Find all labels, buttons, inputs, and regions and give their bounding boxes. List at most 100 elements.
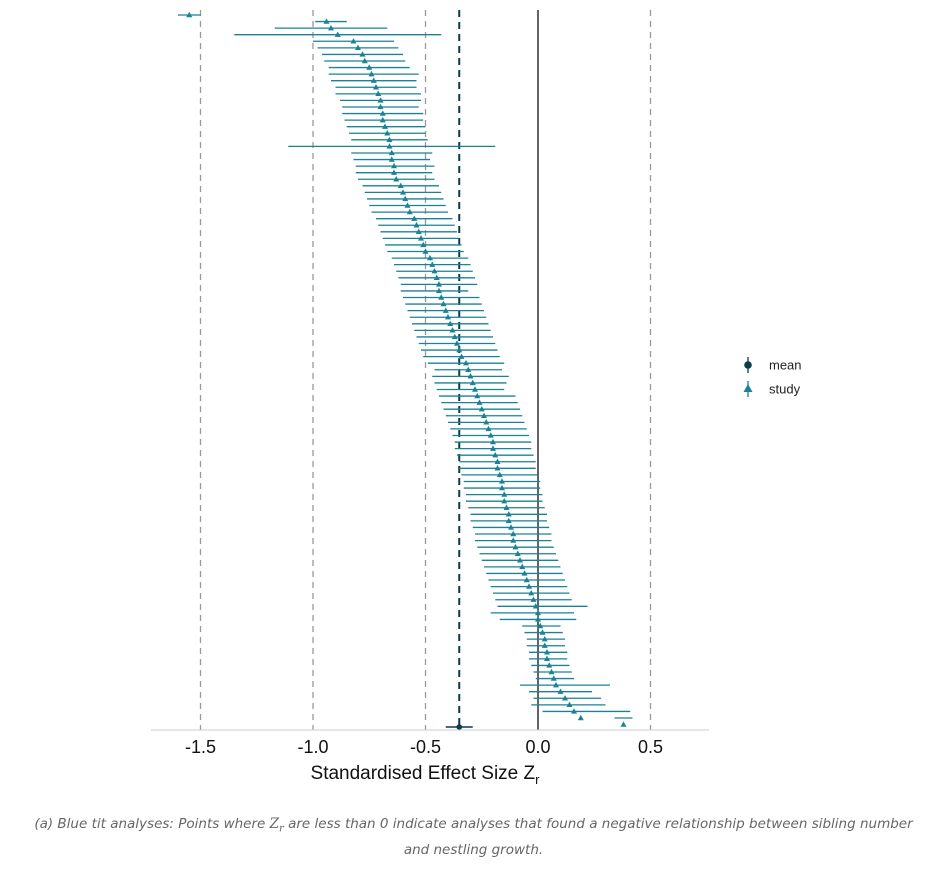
study-point	[620, 721, 627, 727]
study-point	[451, 333, 458, 340]
study-point	[523, 576, 530, 583]
study-point	[391, 169, 397, 175]
study-point	[456, 346, 463, 353]
legend: mean study	[743, 357, 802, 397]
study-point	[418, 235, 424, 241]
study-point	[458, 353, 465, 359]
study-point	[512, 543, 519, 550]
study-point	[433, 274, 440, 280]
study-point	[366, 64, 373, 70]
study-point	[404, 202, 411, 208]
study-point	[440, 300, 447, 307]
study-point	[429, 261, 436, 267]
study-point	[496, 471, 503, 478]
x-axis-title: Standardised Effect Size Zr	[311, 763, 541, 787]
study-point	[447, 320, 454, 326]
study-point	[323, 18, 330, 24]
study-point	[370, 77, 377, 83]
study-point	[499, 484, 505, 491]
study-point	[514, 550, 521, 556]
forest-plot: -1.5 -1.0 -0.5 0.0 0.5 Standardised Effect S…	[151, 10, 802, 787]
study-point	[474, 392, 481, 399]
study-point	[521, 570, 528, 576]
study-point	[334, 31, 341, 37]
study-point	[355, 44, 361, 51]
study-point	[494, 465, 501, 471]
study-point	[566, 701, 573, 708]
study-point	[449, 327, 456, 333]
study-point	[530, 596, 537, 602]
study-point	[503, 504, 510, 510]
study-point	[368, 70, 375, 77]
study-point	[546, 662, 553, 668]
study-point	[406, 208, 413, 215]
study-point	[553, 681, 559, 688]
study-point	[431, 268, 438, 274]
mean-estimate	[445, 724, 473, 730]
study-point	[510, 537, 517, 543]
x-tick-label: -1.5	[185, 737, 216, 757]
study-point	[505, 517, 512, 524]
study-point	[519, 563, 526, 570]
study-point	[384, 130, 391, 136]
study-point	[375, 90, 382, 97]
study-point	[528, 589, 535, 596]
study-point	[350, 38, 357, 44]
x-tick-label: 0.0	[525, 737, 550, 757]
x-axis: -1.5 -1.0 -0.5 0.0 0.5	[151, 729, 709, 757]
study-point	[436, 281, 442, 287]
x-tick-label: 0.5	[638, 737, 663, 757]
study-point	[388, 156, 395, 162]
study-point	[359, 51, 366, 57]
study-point	[400, 189, 406, 195]
study-point	[328, 24, 334, 31]
study-point	[472, 386, 478, 392]
study-point	[393, 176, 400, 182]
study-point	[386, 143, 393, 149]
study-point	[544, 649, 550, 655]
study-point	[505, 511, 512, 517]
study-point	[478, 406, 485, 412]
study-point	[373, 84, 379, 90]
study-point	[492, 451, 499, 458]
study-point	[420, 241, 427, 248]
study-point	[463, 360, 469, 366]
study-point	[537, 622, 544, 629]
study-point	[485, 425, 492, 432]
study-point	[490, 445, 496, 451]
mean-point	[456, 724, 463, 730]
study-point	[535, 616, 541, 622]
study-point	[557, 688, 564, 694]
study-point	[422, 248, 429, 254]
x-tick-label: -1.0	[297, 737, 328, 757]
study-point	[386, 136, 393, 143]
study-point	[535, 609, 541, 616]
study-point	[454, 340, 460, 346]
study-point	[186, 11, 193, 18]
study-point	[415, 228, 422, 235]
figure-caption: (a) Blue tit analyses: Points where Zr a…	[30, 814, 917, 861]
study-point	[517, 557, 523, 563]
legend-study-label: study	[769, 382, 801, 397]
study-point	[541, 642, 548, 648]
study-point	[379, 116, 386, 123]
study-point	[397, 182, 404, 189]
legend-study-marker	[743, 384, 753, 392]
study-point	[445, 314, 451, 320]
study-point	[532, 603, 539, 609]
caption-text-end: are less than 0 indicate analyses that f…	[283, 816, 913, 858]
study-point	[539, 629, 546, 635]
study-point	[413, 222, 420, 228]
study-point	[379, 110, 386, 116]
study-point	[571, 708, 577, 714]
study-point	[490, 438, 496, 445]
x-tick-label: -0.5	[410, 737, 441, 757]
study-point	[377, 97, 384, 103]
study-point	[382, 123, 388, 129]
study-point	[483, 419, 490, 425]
study-point	[476, 399, 483, 405]
study-point	[487, 432, 494, 438]
study-point	[508, 524, 514, 530]
study-point	[494, 458, 501, 464]
study-point	[544, 655, 550, 662]
